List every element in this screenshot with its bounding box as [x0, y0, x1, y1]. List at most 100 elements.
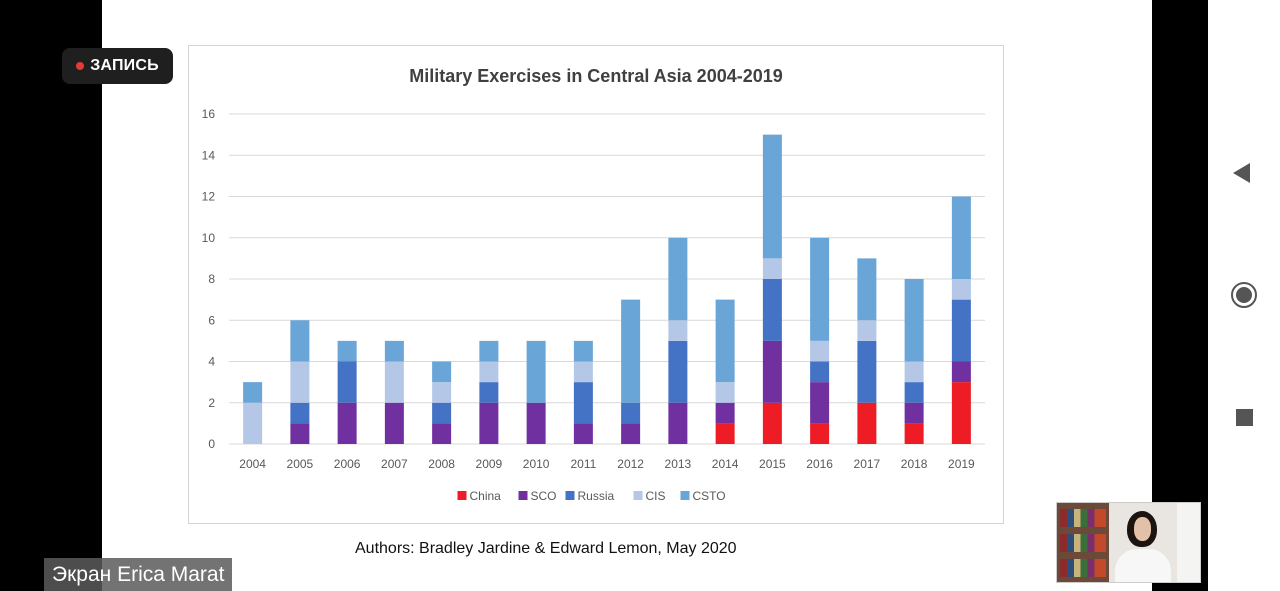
bar-segment — [762, 340, 782, 403]
bookshelf-background — [1057, 503, 1109, 582]
bar-segment — [951, 361, 971, 383]
participant-video-thumbnail[interactable] — [1056, 502, 1201, 583]
recording-badge[interactable]: ЗАПИСЬ — [62, 48, 173, 84]
bar-segment — [621, 423, 641, 444]
legend-label: SCO — [531, 489, 557, 503]
bar-segment — [243, 402, 263, 444]
y-tick-label: 10 — [202, 231, 216, 245]
bar-segment — [290, 423, 310, 444]
bar-segment — [904, 279, 924, 362]
bar-segment — [857, 258, 877, 321]
recording-label: ЗАПИСЬ — [90, 57, 159, 74]
legend-label: China — [470, 489, 502, 503]
stacked-bar-chart: Military Exercises in Central Asia 2004-… — [202, 66, 985, 503]
bar-segment — [573, 340, 593, 362]
x-tick-label: 2015 — [759, 457, 786, 471]
right-letterbox — [1152, 0, 1208, 591]
participant-body — [1115, 549, 1171, 582]
bar-segment — [290, 361, 310, 403]
legend-label: Russia — [578, 489, 615, 503]
legend-swatch — [680, 491, 690, 500]
bar-segment — [904, 423, 924, 444]
bar-segment — [951, 196, 971, 279]
bar-segment — [432, 361, 452, 383]
y-tick-label: 8 — [208, 272, 215, 286]
bar-segment — [432, 382, 452, 403]
bar-segment — [621, 299, 641, 403]
legend-swatch — [565, 491, 575, 500]
bar-segment — [904, 402, 924, 424]
bar-segment — [479, 340, 499, 362]
bar-segment — [762, 402, 782, 444]
chart-frame: Military Exercises in Central Asia 2004-… — [188, 45, 1004, 524]
authors-caption: Authors: Bradley Jardine & Edward Lemon,… — [355, 540, 737, 557]
bar-segment — [573, 423, 593, 444]
bar-segment — [479, 382, 499, 403]
bar-segment — [762, 279, 782, 341]
participant-face — [1134, 517, 1151, 541]
bar-segment — [479, 402, 499, 444]
x-tick-label: 2007 — [381, 457, 408, 471]
x-tick-label: 2018 — [901, 457, 928, 471]
y-tick-label: 16 — [202, 107, 216, 121]
legend-swatch — [633, 491, 643, 500]
chart-title: Military Exercises in Central Asia 2004-… — [409, 66, 783, 86]
bar-segment — [810, 423, 830, 444]
bar-segment — [762, 134, 782, 259]
bar-segment — [951, 382, 971, 444]
bar-segment — [951, 279, 971, 300]
screen-share-label: Экран Erica Marat — [44, 558, 233, 591]
y-tick-label: 4 — [208, 355, 215, 369]
bar-segment — [337, 340, 357, 362]
bar-segment — [715, 299, 735, 383]
home-circle-icon[interactable] — [1231, 282, 1257, 308]
x-tick-label: 2009 — [476, 457, 503, 471]
bar-segment — [337, 402, 357, 444]
x-tick-label: 2005 — [287, 457, 314, 471]
x-tick-label: 2017 — [854, 457, 881, 471]
left-letterbox — [0, 0, 102, 591]
bar-segment — [668, 340, 688, 403]
bar-segment — [810, 382, 830, 424]
bar-segment — [810, 361, 830, 383]
x-tick-label: 2016 — [806, 457, 833, 471]
bar-segment — [810, 340, 830, 362]
x-tick-label: 2019 — [948, 457, 975, 471]
record-dot-icon — [76, 62, 85, 70]
y-tick-label: 14 — [202, 148, 216, 162]
bar-segment — [857, 320, 877, 341]
legend-swatch — [457, 491, 467, 500]
bar-segment — [526, 340, 546, 403]
bar-segment — [715, 402, 735, 424]
x-tick-label: 2010 — [523, 457, 550, 471]
y-tick-label: 12 — [202, 190, 216, 204]
bar-segment — [243, 382, 263, 403]
bar-segment — [762, 258, 782, 279]
y-tick-label: 2 — [208, 396, 215, 410]
x-tick-label: 2011 — [570, 457, 596, 471]
bar-segment — [668, 402, 688, 444]
bar-segment — [715, 423, 735, 444]
bar-segment — [810, 237, 830, 341]
bar-segment — [951, 299, 971, 362]
bar-segment — [337, 361, 357, 403]
bar-segment — [290, 320, 310, 362]
back-triangle-icon[interactable] — [1233, 163, 1250, 183]
legend-swatch — [518, 491, 528, 500]
y-tick-label: 6 — [208, 313, 215, 327]
bar-segment — [573, 361, 593, 383]
legend-label: CIS — [646, 489, 666, 503]
recents-square-icon[interactable] — [1236, 409, 1253, 426]
y-tick-label: 0 — [208, 437, 215, 451]
bar-segment — [290, 402, 310, 424]
legend-label: CSTO — [693, 489, 726, 503]
bar-segment — [904, 361, 924, 383]
bar-segment — [432, 423, 452, 444]
bar-segment — [432, 402, 452, 424]
bar-segment — [384, 361, 404, 403]
bar-segment — [479, 361, 499, 383]
window-background — [1177, 503, 1200, 582]
bar-segment — [384, 402, 404, 444]
bar-segment — [573, 382, 593, 424]
bar-segment — [668, 320, 688, 341]
